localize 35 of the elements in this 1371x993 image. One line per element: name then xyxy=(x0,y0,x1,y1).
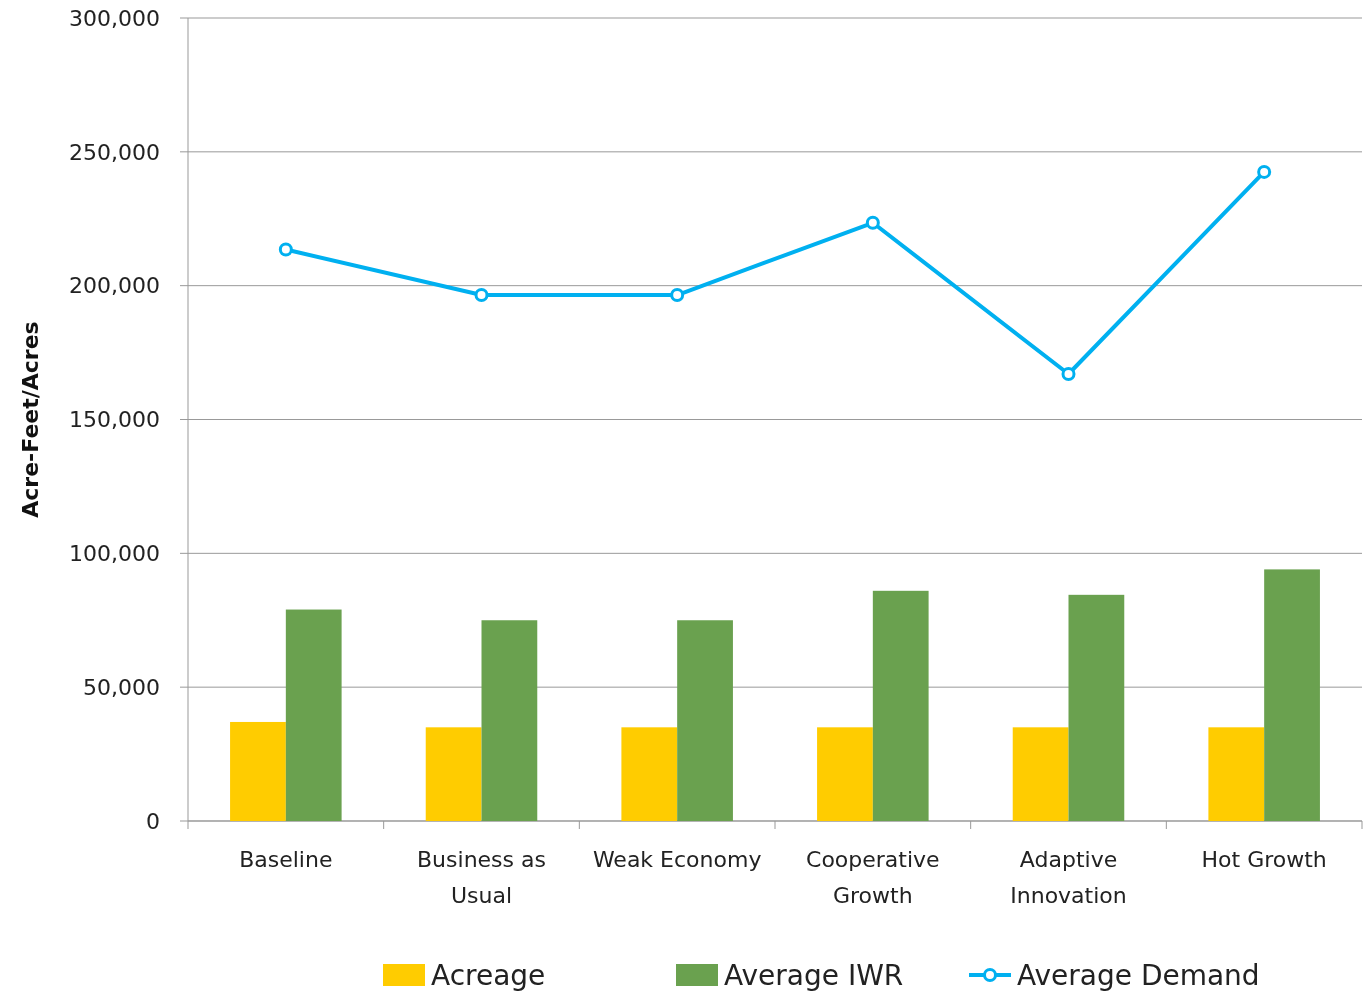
bar xyxy=(285,609,342,821)
y-tick-label: 150,000 xyxy=(69,407,160,433)
legend-label: Acreage xyxy=(431,958,546,992)
point xyxy=(474,288,489,303)
x-tick-label: Business as Usual xyxy=(417,847,546,908)
legend-label: Average Demand xyxy=(1017,958,1260,992)
x-tick-label: Cooperative Growth xyxy=(806,847,940,908)
bar xyxy=(677,620,733,821)
y-axis-title: Acre-Feet/Acres xyxy=(18,321,43,518)
legend-label: Average IWR xyxy=(724,958,904,992)
point xyxy=(670,288,685,303)
y-tick-label: 250,000 xyxy=(69,139,160,165)
y-tick-label: 100,000 xyxy=(69,541,160,567)
x-tick-label: Weak Economy xyxy=(592,847,762,872)
bar xyxy=(1012,727,1069,821)
point xyxy=(865,215,880,230)
bar xyxy=(230,721,286,821)
x-tick-label: Baseline xyxy=(239,847,333,872)
bar xyxy=(1068,594,1125,821)
point xyxy=(1061,367,1076,381)
y-tick-label: 0 xyxy=(146,808,160,834)
bar xyxy=(425,727,482,821)
bar xyxy=(817,727,873,821)
y-tick-label: 50,000 xyxy=(83,674,160,700)
point xyxy=(278,242,293,257)
bar xyxy=(872,590,929,821)
x-tick-label: Adaptive Innovation xyxy=(1010,847,1127,908)
bar xyxy=(1208,727,1265,821)
bar xyxy=(1264,569,1320,821)
bar xyxy=(481,620,538,821)
x-tick-label: Hot Growth xyxy=(1201,847,1327,872)
point xyxy=(1257,164,1272,179)
y-tick-label: 200,000 xyxy=(69,273,160,299)
y-tick-label: 300,000 xyxy=(69,5,160,31)
bar xyxy=(621,727,678,821)
